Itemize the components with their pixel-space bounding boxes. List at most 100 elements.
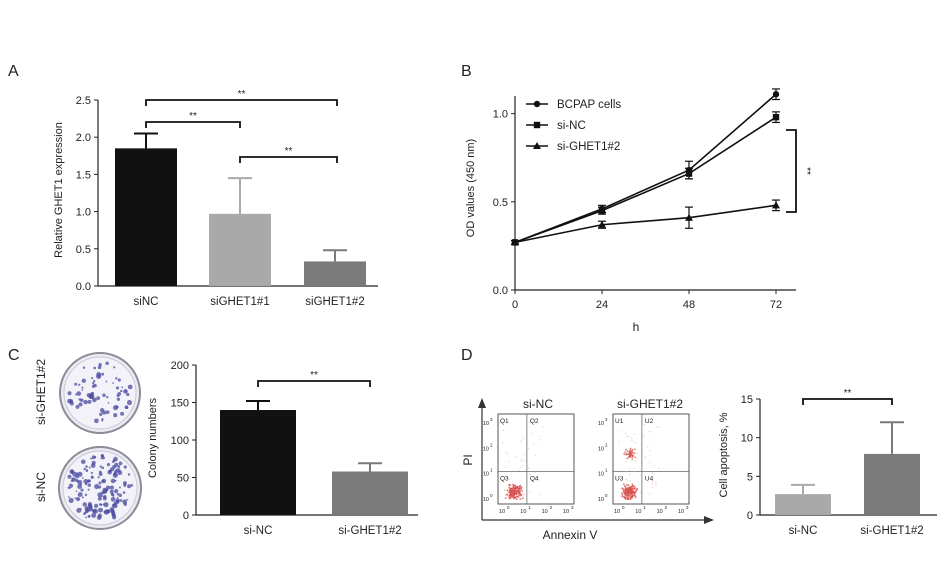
colony — [77, 471, 83, 477]
data-point — [772, 91, 780, 98]
flow-x-tick-exp: 1 — [643, 505, 646, 510]
flow-event — [513, 484, 516, 487]
flow-event — [503, 489, 506, 492]
flow-event — [524, 460, 526, 462]
x-tick-label: 24 — [596, 299, 608, 311]
flow-event — [634, 442, 636, 444]
flow-event — [502, 429, 505, 432]
colony — [84, 506, 89, 511]
flow-y-tick-exp: 0 — [490, 493, 493, 498]
colony — [75, 490, 78, 492]
flow-event — [524, 453, 526, 455]
colony — [99, 412, 103, 416]
flow-x-tick-exp: 0 — [622, 505, 625, 510]
flow-y-tick: 10 — [483, 421, 489, 427]
x-tick-label: si-GHET1#2 — [338, 525, 401, 537]
legend-marker — [533, 142, 541, 149]
legend-label: BCPAP cells — [557, 99, 621, 111]
sig-bracket-c — [257, 380, 371, 387]
y-tick-label: 0.0 — [493, 285, 508, 297]
colony — [90, 471, 93, 475]
colony — [100, 457, 103, 460]
colony — [93, 380, 96, 383]
colony — [100, 454, 104, 457]
colony — [105, 361, 109, 366]
flow-x-tick: 10 — [542, 509, 548, 515]
flow-event — [624, 451, 627, 453]
flow-event — [630, 450, 633, 453]
flow-event — [521, 460, 523, 462]
flow-event — [510, 490, 513, 493]
flow-event — [508, 461, 510, 463]
y-tick-label: 15 — [741, 394, 753, 406]
flow-event — [622, 483, 625, 486]
x-tick-label: siGHET1#1 — [210, 296, 269, 308]
colony — [112, 495, 115, 497]
colony — [85, 483, 88, 486]
flow-event — [505, 466, 507, 468]
colony — [74, 497, 77, 500]
colony — [92, 382, 95, 385]
flow-event — [515, 455, 518, 457]
colony — [88, 466, 91, 469]
colony — [113, 470, 118, 474]
legend-marker — [533, 100, 541, 108]
colony — [101, 372, 105, 376]
flow-event — [634, 496, 637, 499]
colony — [113, 456, 118, 462]
colony — [82, 502, 87, 507]
flow-event — [520, 486, 523, 489]
flow-event — [512, 489, 515, 491]
flow-event — [509, 488, 511, 491]
flow-event — [634, 490, 637, 493]
colony — [91, 397, 97, 403]
y-tick-label: 200 — [171, 360, 189, 372]
colony — [107, 402, 110, 404]
petri-dish-si-nc — [58, 446, 142, 530]
flow-y-tick: 10 — [598, 421, 604, 427]
flow-event — [633, 493, 636, 496]
flow-event — [623, 496, 626, 499]
colony — [123, 465, 127, 469]
colony — [100, 503, 103, 506]
chart-d: PI Annexin V si-NC si-GHET1#2 Cell apopt… — [461, 388, 937, 542]
colony — [122, 491, 126, 494]
y-tick-label: 1.0 — [76, 207, 91, 219]
chart-b-xlabel: h — [633, 320, 640, 334]
flow-event — [634, 487, 637, 489]
quadrant-label: Q4 — [530, 476, 539, 483]
colony — [82, 366, 86, 369]
panel-label-b: B — [461, 63, 472, 80]
flow-x-tick: 10 — [520, 509, 526, 515]
flow-event — [623, 489, 625, 491]
flow-event — [534, 454, 536, 456]
flow-event — [628, 488, 631, 491]
colony — [109, 489, 114, 494]
flow-event — [631, 483, 634, 486]
flow-y-tick: 10 — [483, 446, 489, 452]
y-tick-label: 150 — [171, 398, 189, 410]
colony — [100, 495, 103, 498]
flow-event — [542, 426, 544, 428]
flow-event — [518, 469, 520, 471]
flow-event — [509, 484, 511, 486]
sig-bracket-a2-label: ** — [238, 89, 246, 100]
x-tick-label: 0 — [512, 299, 518, 311]
x-tick-label: 48 — [683, 299, 695, 311]
flow-event — [658, 426, 660, 428]
flow-event — [506, 453, 508, 455]
quadrant-label: U1 — [615, 418, 624, 425]
colony — [112, 382, 114, 384]
x-tick-label: siNC — [134, 296, 159, 308]
flow-event — [504, 497, 507, 500]
flow-y-tick-exp: 2 — [605, 442, 608, 447]
colony — [102, 496, 107, 501]
colony — [106, 396, 109, 399]
flow-event — [631, 449, 634, 451]
flow-event — [621, 487, 624, 490]
data-point — [772, 201, 780, 209]
dish-label-bottom: si-NC — [34, 472, 48, 502]
colony — [67, 474, 72, 479]
flow-event — [520, 466, 522, 469]
flow-event — [653, 465, 655, 467]
